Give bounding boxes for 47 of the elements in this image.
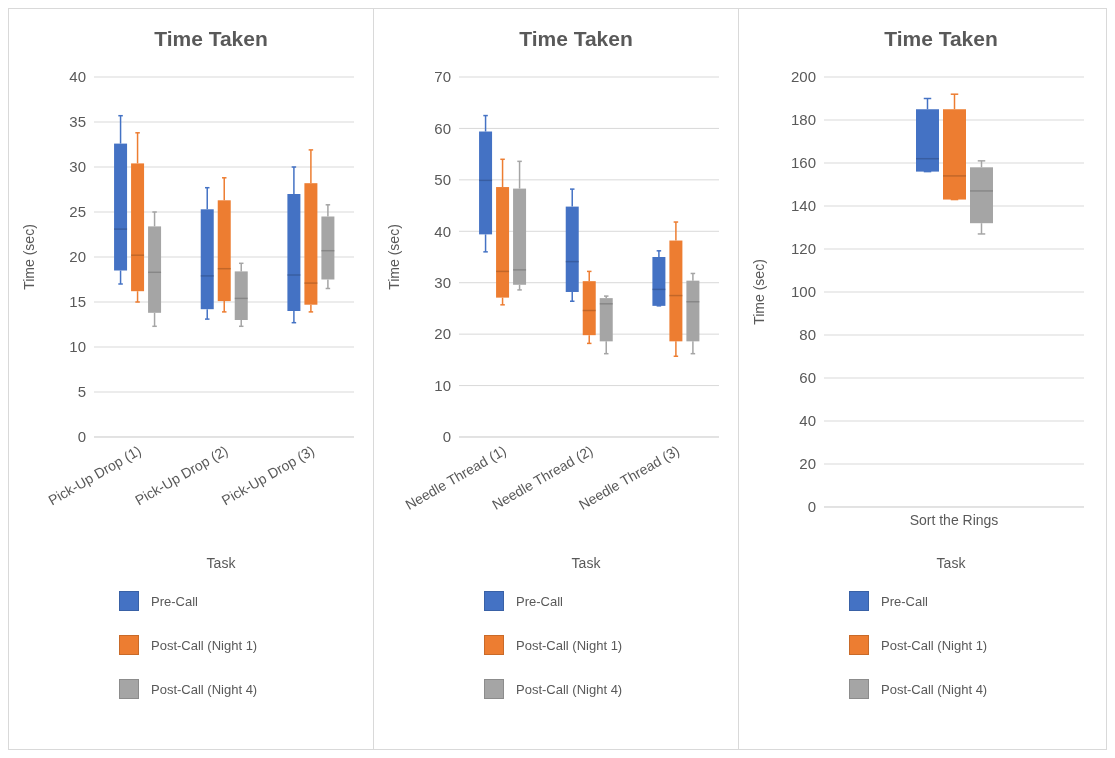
y-tick-label: 10 [434,376,451,394]
y-tick-label: 60 [799,369,816,387]
y-tick-label: 20 [434,325,451,343]
y-tick-label: 140 [790,197,816,215]
y-tick-label: 60 [434,119,451,137]
y-tick-label: 20 [69,248,86,266]
y-tick-label: 30 [434,274,451,292]
y-tick-label: 35 [69,113,86,131]
y-axis-title: Time (sec) [385,224,402,290]
legend-label: Post-Call (Night 1) [151,637,258,653]
y-tick-label: 0 [77,428,86,446]
y-tick-label: 30 [69,158,86,176]
y-tick-label: 80 [799,326,816,344]
x-axis-title: Task [570,555,602,571]
y-tick-label: 40 [434,222,451,240]
chart-title: Time Taken [153,26,269,52]
legend-label: Pre-Call [151,593,198,609]
y-axis-title: Time (sec) [750,259,767,325]
legend-label: Post-Call (Night 1) [881,637,988,653]
y-tick-label: 160 [790,154,816,172]
x-axis-title: Task [935,555,967,571]
x-axis-title: Task [205,555,237,571]
y-tick-label: 10 [69,338,86,356]
y-tick-label: 180 [790,111,816,129]
legend-label: Post-Call (Night 4) [151,681,258,697]
legend-label: Post-Call (Night 1) [516,637,623,653]
y-tick-label: 20 [799,455,816,473]
chart-title: Time Taken [883,26,999,52]
legend-label: Pre-Call [881,593,928,609]
legend-label: Post-Call (Night 4) [516,681,623,697]
y-tick-label: 40 [799,412,816,430]
legend-label: Post-Call (Night 4) [881,681,988,697]
y-tick-label: 25 [69,203,86,221]
y-tick-label: 5 [77,383,86,401]
y-tick-label: 40 [69,68,86,86]
chart-title: Time Taken [518,26,634,52]
x-tick-label: Sort the Rings [909,511,999,528]
y-tick-label: 15 [69,293,86,311]
legend-label: Pre-Call [516,593,563,609]
y-axis-title: Time (sec) [20,224,37,290]
y-tick-label: 120 [790,240,816,258]
y-tick-label: 50 [434,171,451,189]
y-tick-label: 200 [790,68,816,86]
y-tick-label: 100 [790,283,816,301]
y-tick-label: 0 [807,498,816,516]
y-tick-label: 0 [442,428,451,446]
y-tick-label: 70 [434,68,451,86]
